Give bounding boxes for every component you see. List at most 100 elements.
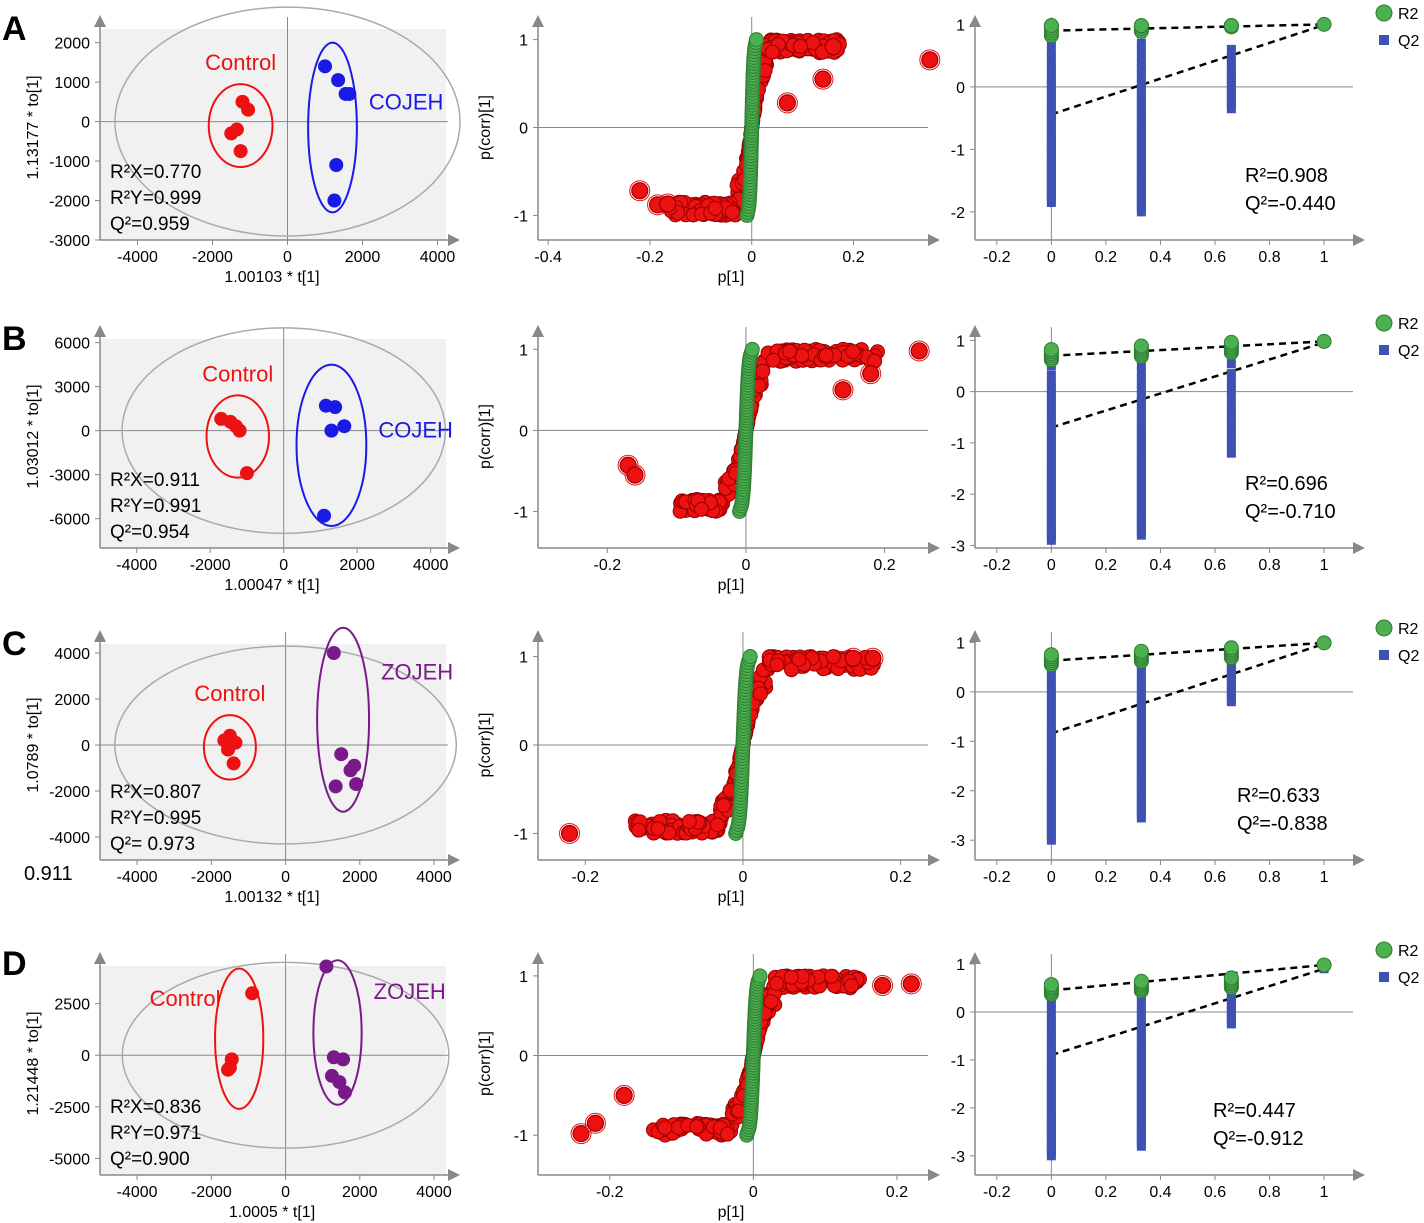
permutation-plot-C-perm: -0.2 0 0.2 0.4 0.6 0.8 1 -3 -2 -1 0 1 R²=0.633 Q²=-0.…	[951, 630, 1365, 886]
x-tick-label: -4000	[116, 557, 157, 574]
score-point	[245, 986, 260, 1001]
loading-point	[763, 994, 779, 1010]
loading-point-ring	[842, 647, 864, 669]
loading-point	[681, 814, 697, 830]
y-axis-label: 1.03012 * to[1]	[25, 384, 42, 488]
r2-marker	[1043, 342, 1059, 358]
legend-r2-marker	[1375, 4, 1393, 22]
axis-arrow	[532, 15, 544, 27]
r2-marker	[1223, 18, 1239, 34]
loading-point	[864, 649, 882, 667]
x-tick-label: -0.2	[983, 869, 1011, 886]
loading-point-green	[748, 32, 764, 48]
x-tick-label: 4000	[420, 249, 456, 266]
x-tick-label: 0.4	[1149, 249, 1171, 266]
loading-point-ring	[776, 92, 798, 114]
y-tick-label: 2500	[54, 997, 90, 1014]
y-tick-label: -2	[951, 205, 965, 222]
legend-r2-label: R2	[1398, 943, 1419, 960]
q2-marker	[1046, 1035, 1056, 1045]
y-axis-label: 1.0789 * to[1]	[25, 697, 42, 792]
loading-point-ring	[629, 180, 651, 202]
q2-marker	[1046, 405, 1056, 415]
x-tick-label: 0	[281, 869, 290, 886]
group-ellipse-cojeh	[307, 41, 358, 214]
loading-point	[862, 365, 880, 383]
axis-arrow	[94, 15, 106, 27]
q2-marker	[1046, 59, 1056, 69]
loading-point	[709, 817, 725, 833]
loading-point-ring	[832, 379, 854, 401]
q2-marker	[1046, 999, 1056, 1009]
r2-marker	[1223, 970, 1239, 986]
loading-point	[716, 797, 732, 813]
x-tick-label: 1	[1320, 249, 1329, 266]
r2-marker	[1316, 333, 1332, 349]
model-stat: R²Y=0.971	[110, 1123, 201, 1144]
loading-point-ring	[624, 464, 646, 486]
score-point	[221, 742, 236, 757]
legend-q2-label: Q2	[1398, 33, 1419, 50]
q2-marker	[1046, 47, 1056, 57]
model-stat: Q²=0.954	[110, 522, 190, 543]
y-tick-label: 6000	[54, 336, 90, 353]
group-label-cojeh: COJEH	[378, 417, 453, 442]
y-tick-label: 1	[956, 17, 965, 34]
r2-marker	[1316, 957, 1332, 973]
x-tick-label: 0	[281, 1184, 290, 1201]
legend: R2 Q2	[1375, 4, 1419, 50]
score-point	[233, 144, 248, 159]
model-stat: R²=0.696	[1245, 473, 1328, 495]
x-tick-label: 0	[1047, 869, 1056, 886]
y-axis-label: p(corr)[1]	[477, 1031, 494, 1096]
model-stat: R²X=0.911	[110, 470, 200, 491]
q2-marker	[1046, 702, 1056, 712]
x-axis-label: p[1]	[718, 889, 745, 906]
x-tick-label: 0	[749, 1184, 758, 1201]
permutation-plot-B-perm: -0.2 0 0.2 0.4 0.6 0.8 1 -3 -2 -1 0 1 R²=0.696 Q²=-0.…	[951, 325, 1365, 574]
x-axis-label: p[1]	[718, 577, 745, 594]
q2-marker	[1136, 374, 1146, 384]
q2-marker	[1136, 406, 1146, 416]
y-tick-label: -2	[951, 784, 965, 801]
loading-point	[769, 657, 785, 673]
x-tick-label: 1	[1320, 557, 1329, 574]
q2-marker	[1136, 367, 1146, 377]
x-tick-label: 0.8	[1258, 249, 1280, 266]
score-point	[229, 122, 244, 137]
x-tick-label: 0	[747, 249, 756, 266]
loading-point-ring	[908, 340, 930, 362]
x-tick-label: 0.2	[842, 249, 864, 266]
x-tick-label: -4000	[117, 249, 158, 266]
y-tick-label: -3000	[49, 468, 90, 485]
score-point	[327, 193, 342, 208]
q2-marker	[1136, 79, 1146, 89]
model-stat: Q²=0.900	[110, 1149, 190, 1170]
axis-arrow	[928, 1169, 940, 1181]
loading-point	[824, 968, 840, 984]
loading-point	[719, 1126, 735, 1142]
y-tick-label: -3	[951, 1149, 965, 1166]
y-tick-label: -3000	[49, 233, 90, 250]
q2-marker	[1226, 442, 1236, 452]
x-tick-label: 0	[741, 557, 750, 574]
loading-point	[755, 363, 771, 379]
model-stat: Q²=-0.912	[1213, 1128, 1304, 1150]
q2-marker	[1226, 448, 1236, 458]
y-tick-label: 0	[956, 1005, 965, 1022]
q2-marker	[1046, 78, 1056, 88]
model-stat: R²X=0.807	[110, 782, 201, 803]
q2-marker	[1226, 697, 1236, 707]
q2-marker	[1046, 692, 1056, 702]
x-tick-label: 0.6	[1204, 1184, 1226, 1201]
q2-marker	[1136, 693, 1146, 703]
r2-marker	[1043, 647, 1059, 663]
x-tick-label: -0.2	[572, 869, 600, 886]
q2-marker	[1226, 393, 1236, 403]
axis-arrow	[448, 1169, 460, 1181]
model-stat: R²Y=0.991	[110, 496, 201, 517]
q2-marker	[1136, 63, 1146, 73]
axis-arrow	[928, 234, 940, 246]
axis-arrow	[1353, 1169, 1365, 1181]
y-tick-label: -1	[514, 826, 528, 843]
